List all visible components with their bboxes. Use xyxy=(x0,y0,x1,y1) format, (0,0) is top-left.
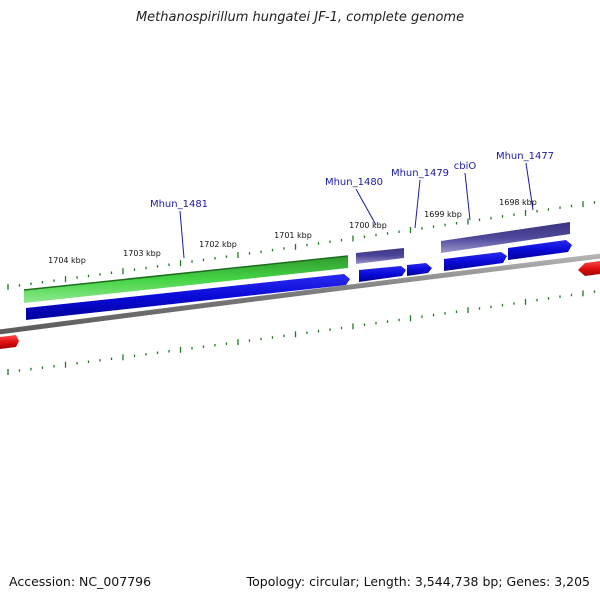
genome-backbone xyxy=(0,253,600,335)
gene-label[interactable]: Mhun_1477 xyxy=(496,151,554,162)
accession-text: Accession: NC_007796 xyxy=(9,574,152,589)
gene-leader-line xyxy=(464,172,471,221)
gene-cbio-blue-arrow xyxy=(444,252,507,271)
tick-label: 1701 kbp xyxy=(274,231,312,240)
gene-mhun-1480-purple-bar xyxy=(356,248,404,264)
tick-label: 1704 kbp xyxy=(48,256,86,265)
gene-cbio-purple-bar xyxy=(441,222,570,253)
gene-mhun-1481-green-bar xyxy=(24,256,348,303)
gene-label[interactable]: Mhun_1479 xyxy=(391,168,449,179)
gene-label[interactable]: Mhun_1480 xyxy=(325,177,383,188)
genome-title: Methanospirillum hungatei JF-1, complete… xyxy=(135,10,465,25)
tick-label: 1700 kbp xyxy=(349,221,387,230)
genome-summary-text: Topology: circular; Length: 3,544,738 bp… xyxy=(246,574,590,589)
gene-mhun-1477-blue-arrow xyxy=(508,240,572,260)
gene-label-layer: Mhun_1481 Mhun_1480 Mhun_1479 cbiO Mhun_1477 xyxy=(150,151,554,259)
tick-label: 1698 kbp xyxy=(499,198,537,207)
tick-label: 1702 kbp xyxy=(199,240,237,249)
gene-label[interactable]: Mhun_1481 xyxy=(150,199,208,210)
tick-layer xyxy=(7,201,596,375)
gene-label[interactable]: cbiO xyxy=(454,161,477,172)
tick-label: 1699 kbp xyxy=(424,210,462,219)
gene-leader-line xyxy=(525,162,534,211)
gene-leader-line xyxy=(414,179,421,229)
gene-mhun-1479-blue-arrow xyxy=(407,263,432,276)
gene-edge xyxy=(23,255,349,291)
red-gene-right xyxy=(578,261,600,276)
tick-label: 1703 kbp xyxy=(123,249,161,258)
gene-mhun-1480-blue-arrow xyxy=(359,266,406,282)
gene-leader-line xyxy=(179,210,185,259)
red-gene-left xyxy=(0,335,19,349)
tick-label-layer: 1704 kbp 1703 kbp 1702 kbp 1701 kbp 1700 kbp… xyxy=(48,198,537,265)
gene-leader-line xyxy=(355,188,377,226)
gene-mhun-1481-blue-arrow xyxy=(26,274,350,320)
